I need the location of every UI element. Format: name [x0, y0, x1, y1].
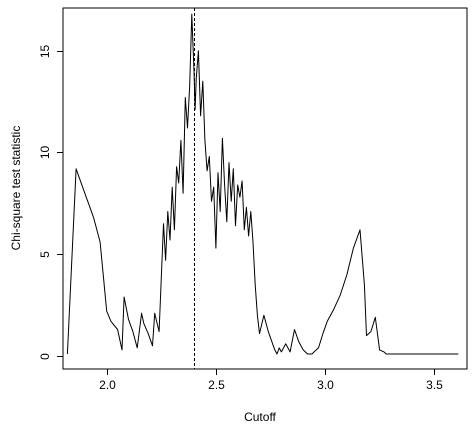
y-tick-label: 10: [38, 146, 52, 160]
series-line-0: [66, 13, 459, 355]
x-tick-label: 3.5: [426, 378, 443, 392]
y-tick-label: 0: [38, 353, 52, 360]
x-axis: 2.0 2.5 3.0 3.5: [99, 368, 443, 392]
y-tick-label: 5: [38, 251, 52, 258]
y-tick-label: 15: [38, 45, 52, 59]
x-axis-title: Cutoff: [244, 410, 276, 424]
x-tick-label: 2.0: [99, 378, 116, 392]
plot-layer: [66, 8, 459, 369]
x-tick-label: 3.0: [317, 378, 334, 392]
y-axis: 0 5 10 15: [38, 45, 64, 360]
x-tick-label: 2.5: [208, 378, 225, 392]
y-axis-title: Chi-square test statistic: [9, 126, 23, 251]
